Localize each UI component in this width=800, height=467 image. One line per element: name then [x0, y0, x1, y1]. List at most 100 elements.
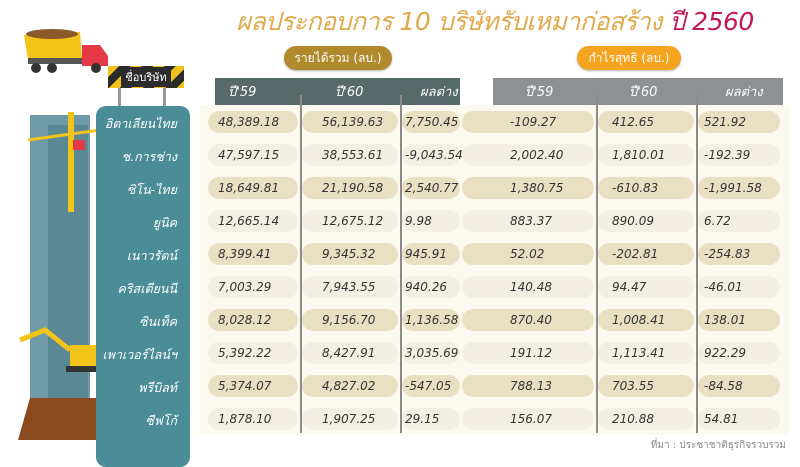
cell-profit-y59: 52.02 [510, 247, 545, 261]
cell-revenue-diff: 7,750.45 [405, 115, 459, 129]
col-header-y60: ปี'60 [335, 85, 364, 100]
row-stripe [598, 144, 694, 166]
row-stripe [402, 276, 460, 298]
row-stripe [402, 309, 460, 331]
row-stripe [698, 177, 780, 199]
title-year: ปี 2560 [669, 7, 754, 36]
row-stripe [402, 210, 460, 232]
cell-profit-y59: 883.37 [510, 214, 552, 228]
row-stripe [302, 144, 398, 166]
cell-revenue-y59: 7,003.29 [218, 280, 272, 294]
cell-profit-y60: 890.09 [612, 214, 654, 228]
company-name: เพาเวอร์ไลน์ฯ [102, 347, 177, 362]
row-stripe [698, 342, 780, 364]
row-stripe [598, 408, 694, 430]
page-title: ผลประกอบการ 10 บริษัทรับเหมาก่อสร้าง ปี … [200, 2, 790, 42]
row-stripe [462, 111, 594, 133]
company-name: คริสเตียนนี [117, 281, 177, 296]
cell-revenue-y60: 21,190.58 [322, 181, 384, 195]
cell-profit-y59: 156.07 [510, 412, 552, 426]
cell-revenue-y59: 8,399.41 [218, 247, 272, 261]
row-stripe [598, 342, 694, 364]
row-stripe [598, 177, 694, 199]
col-header-y59: ปี'59 [525, 85, 554, 100]
cell-revenue-y59: 47,597.15 [218, 148, 280, 162]
cell-profit-diff: -1,991.58 [704, 181, 762, 195]
row-stripe [598, 276, 694, 298]
cell-profit-y60: 210.88 [612, 412, 654, 426]
cell-revenue-y59: 1,878.10 [218, 412, 272, 426]
row-stripe [598, 375, 694, 397]
row-stripe [302, 210, 398, 232]
row-stripe [402, 375, 460, 397]
row-stripe [462, 276, 594, 298]
cell-profit-y59: -109.27 [510, 115, 557, 129]
cell-revenue-diff: 2,540.77 [405, 181, 459, 195]
cell-revenue-y60: 1,907.25 [322, 412, 376, 426]
cell-profit-diff: 138.01 [704, 313, 746, 327]
row-stripe [208, 342, 298, 364]
cell-revenue-y60: 12,675.12 [322, 214, 384, 228]
cell-revenue-y59: 18,649.81 [218, 181, 280, 195]
cell-revenue-diff: -9,043.54 [405, 148, 463, 162]
cell-revenue-y60: 9,156.70 [322, 313, 376, 327]
company-name: เนาวรัตน์ [126, 248, 177, 263]
cell-revenue-diff: -547.05 [405, 379, 452, 393]
cell-revenue-diff: 940.26 [405, 280, 447, 294]
col-header-diff: ผลต่าง [725, 85, 763, 100]
row-stripe [402, 111, 460, 133]
row-stripe [208, 177, 298, 199]
cell-revenue-diff: 29.15 [405, 412, 440, 426]
company-name: พรีบิลท์ [138, 380, 177, 395]
row-stripe [698, 375, 780, 397]
row-stripe [462, 309, 594, 331]
row-stripe [402, 144, 460, 166]
cell-profit-y60: 703.55 [612, 379, 654, 393]
cell-profit-diff: -192.39 [704, 148, 751, 162]
row-stripe [462, 210, 594, 232]
cell-profit-y60: 1,113.41 [612, 346, 666, 360]
col-header-y59: ปี'59 [228, 85, 257, 100]
cell-revenue-diff: 9.98 [405, 214, 432, 228]
cell-profit-y59: 2,002.40 [510, 148, 564, 162]
column-divider [696, 95, 698, 433]
row-stripe [698, 243, 780, 265]
cell-revenue-y60: 8,427.91 [322, 346, 376, 360]
cell-revenue-y59: 5,392.22 [218, 346, 272, 360]
cell-revenue-y60: 56,139.63 [322, 115, 384, 129]
row-stripe [302, 408, 398, 430]
row-stripe [302, 309, 398, 331]
column-header-bar-revenue: ปี'59 ปี'60 ผลต่าง [215, 78, 460, 105]
source-note: ที่มา : ประชาชาติธุรกิจรวบรวม [650, 440, 786, 451]
excavator-icon [19, 327, 104, 372]
cell-revenue-y60: 9,345.32 [322, 247, 376, 261]
cell-profit-y59: 870.40 [510, 313, 552, 327]
dump-truck-icon [24, 29, 108, 73]
row-stripe [302, 276, 398, 298]
company-name-panel [96, 106, 190, 467]
cell-profit-y60: 412.65 [612, 115, 654, 129]
row-stripe [462, 342, 594, 364]
row-stripe [598, 111, 694, 133]
group-header-profit: กำไรสุทธิ (ลบ.) [577, 46, 681, 70]
row-stripe [698, 144, 780, 166]
column-divider [596, 95, 598, 433]
row-stripe [302, 375, 398, 397]
cell-revenue-y60: 38,553.61 [322, 148, 384, 162]
cell-profit-diff: 521.92 [704, 115, 746, 129]
cell-revenue-diff: 945.91 [405, 247, 447, 261]
row-stripe [462, 408, 594, 430]
group-header-revenue: รายได้รวม (ลบ.) [284, 46, 392, 70]
row-stripe [462, 177, 594, 199]
cell-profit-y60: -202.81 [612, 247, 659, 261]
row-stripe [698, 276, 780, 298]
row-stripe [462, 144, 594, 166]
cell-revenue-y59: 48,389.18 [218, 115, 280, 129]
cell-revenue-y59: 5,374.07 [218, 379, 272, 393]
row-stripe [302, 342, 398, 364]
cell-profit-diff: 54.81 [704, 412, 739, 426]
cell-revenue-diff: 1,136.58 [405, 313, 459, 327]
title-main: ผลประกอบการ 10 บริษัทรับเหมาก่อสร้าง [236, 7, 662, 36]
cell-profit-y60: 94.47 [612, 280, 647, 294]
row-stripe [302, 177, 398, 199]
